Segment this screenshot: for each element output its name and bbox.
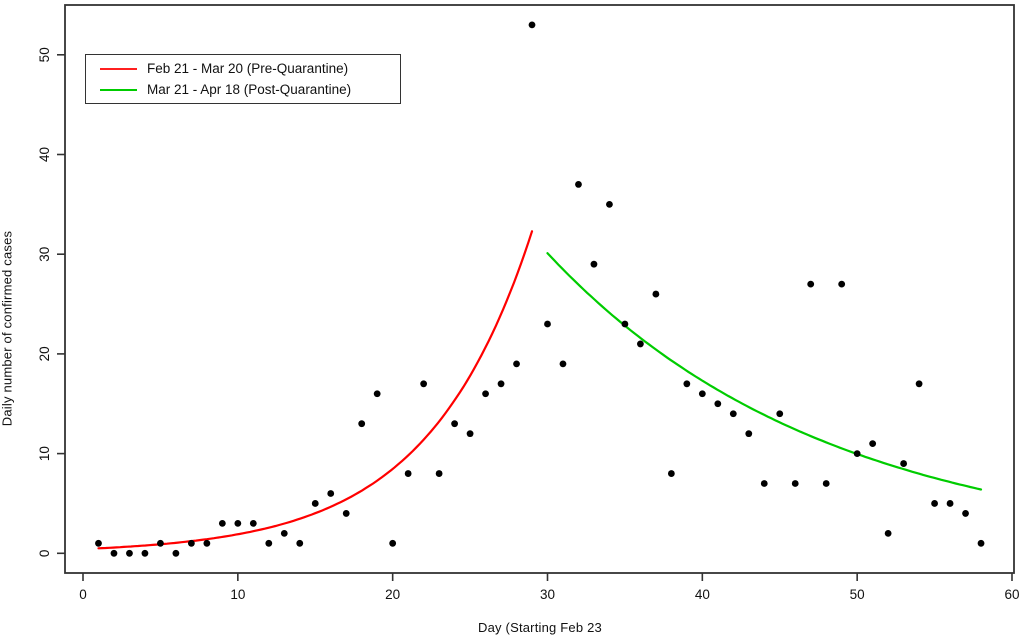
- legend: Feb 21 - Mar 20 (Pre-Quarantine) Mar 21 …: [85, 54, 401, 104]
- x-tick-label: 10: [230, 587, 245, 602]
- y-tick-label: 50: [37, 47, 52, 62]
- red-line-swatch: [100, 67, 137, 70]
- data-point: [126, 549, 133, 557]
- data-point: [745, 430, 753, 438]
- data-point: [327, 490, 335, 497]
- x-tick-label: 30: [540, 587, 555, 602]
- legend-label-pre-quarantine: Feb 21 - Mar 20 (Pre-Quarantine): [147, 61, 349, 76]
- data-point: [280, 529, 288, 537]
- data-point: [714, 400, 722, 408]
- plot-frame: [64, 4, 1015, 574]
- y-tick-label: 20: [37, 346, 52, 361]
- data-point: [683, 380, 691, 388]
- data-point: [265, 539, 273, 547]
- data-point: [389, 539, 397, 547]
- data-point: [373, 390, 381, 398]
- x-tick-label: 40: [695, 587, 710, 602]
- data-point: [575, 181, 582, 188]
- data-point: [590, 260, 598, 268]
- data-point: [513, 360, 520, 368]
- data-point: [249, 519, 257, 527]
- data-point: [482, 390, 489, 398]
- data-point: [884, 529, 892, 537]
- data-point: [791, 480, 799, 487]
- data-point: [110, 549, 118, 557]
- data-point: [466, 430, 474, 438]
- data-point: [931, 500, 938, 507]
- data-point: [187, 539, 195, 547]
- legend-item-pre-quarantine: Feb 21 - Mar 20 (Pre-Quarantine): [100, 60, 400, 77]
- data-point: [822, 480, 830, 487]
- x-axis-label: Day (Starting Feb 23: [478, 620, 602, 635]
- data-point: [218, 519, 226, 527]
- data-point: [977, 539, 985, 547]
- post-quarantine-exponential-fit: [546, 252, 983, 491]
- data-point: [404, 470, 412, 477]
- x-tick-label: 0: [79, 587, 87, 602]
- data-point: [435, 470, 443, 477]
- data-point: [528, 21, 536, 29]
- data-point: [946, 500, 954, 507]
- x-tick-label: 20: [385, 587, 400, 602]
- green-line-swatch: [100, 88, 137, 91]
- data-point: [915, 380, 923, 388]
- data-point: [544, 320, 551, 328]
- y-tick-label: 10: [37, 446, 52, 461]
- data-point: [172, 549, 180, 557]
- data-point: [698, 390, 706, 398]
- data-point: [760, 480, 768, 487]
- data-point: [141, 549, 149, 557]
- legend-label-post-quarantine: Mar 21 - Apr 18 (Post-Quarantine): [147, 82, 352, 97]
- y-tick-label: 0: [37, 550, 52, 558]
- data-point: [451, 420, 458, 428]
- y-axis-label: Daily number of confirmed cases: [0, 230, 15, 427]
- pre-quarantine-exponential-fit: [97, 230, 534, 550]
- data-point: [652, 290, 660, 298]
- data-point: [621, 320, 629, 328]
- data-point: [420, 380, 428, 388]
- data-point: [900, 460, 908, 467]
- legend-item-post-quarantine: Mar 21 - Apr 18 (Post-Quarantine): [100, 81, 400, 98]
- data-point: [203, 539, 211, 547]
- data-point: [234, 519, 242, 527]
- data-point: [606, 200, 613, 208]
- x-tick-label: 60: [1004, 587, 1019, 602]
- data-point: [667, 470, 675, 477]
- data-point: [729, 410, 737, 418]
- data-point: [838, 280, 846, 288]
- y-tick-label: 30: [37, 247, 52, 262]
- data-point: [95, 539, 102, 547]
- data-point: [776, 410, 784, 418]
- y-tick-label: 40: [37, 147, 52, 162]
- data-point: [636, 340, 644, 348]
- data-point: [358, 420, 366, 428]
- data-point: [296, 539, 304, 547]
- data-point: [853, 450, 861, 457]
- data-point: [869, 440, 877, 448]
- data-point: [311, 500, 319, 507]
- x-tick-label: 50: [850, 587, 865, 602]
- data-point: [497, 380, 505, 388]
- data-point: [807, 280, 815, 288]
- data-point: [157, 539, 164, 547]
- data-point: [962, 510, 969, 517]
- data-point: [559, 360, 567, 368]
- data-point: [342, 510, 350, 517]
